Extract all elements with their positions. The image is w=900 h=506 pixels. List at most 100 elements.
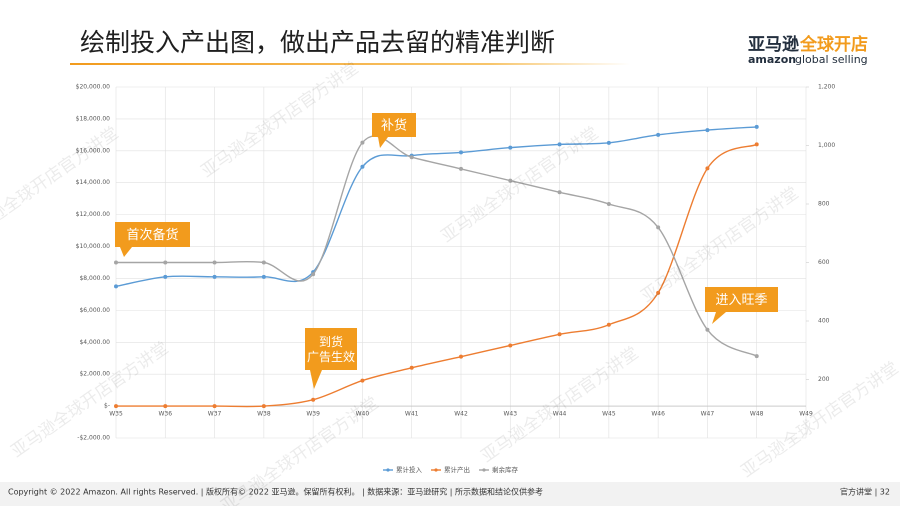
y-tick-label: -$2,000.00: [77, 435, 110, 442]
callout-pointer: [378, 137, 388, 148]
y-tick-label: $6,000.00: [79, 307, 110, 314]
x-tick-label: W40: [356, 411, 370, 418]
series-line: [115, 126, 757, 288]
y2-tick-label: 400: [818, 318, 830, 325]
point: [606, 202, 611, 206]
point: [606, 140, 611, 145]
point: [508, 145, 513, 150]
point: [114, 260, 118, 265]
y-tick-label: $20,000.00: [76, 84, 111, 91]
point: [114, 404, 118, 409]
point: [114, 284, 118, 289]
x-tick-label: W36: [158, 411, 172, 418]
point: [212, 274, 217, 279]
y-tick-label: $10,000.00: [76, 243, 111, 250]
x-tick-label: W48: [750, 411, 764, 418]
point: [705, 128, 710, 133]
point: [754, 142, 759, 147]
logo-cn: 亚马逊: [748, 35, 799, 55]
callout-box: [115, 222, 190, 247]
point: [459, 354, 463, 359]
legend-dot: [386, 468, 390, 472]
callout-pointer: [712, 312, 726, 324]
footer-right: 官方讲堂 | 32: [840, 487, 890, 497]
y2-tick-label: 600: [818, 259, 830, 266]
y2-tick-label: 200: [818, 376, 830, 383]
point: [163, 260, 168, 265]
legend-label: 剩余库存: [492, 465, 519, 474]
x-tick-label: W49: [799, 411, 813, 418]
point: [360, 164, 365, 169]
point: [311, 272, 316, 277]
watermark: 亚马逊全球开店官方讲堂: [8, 338, 173, 462]
point: [212, 260, 217, 265]
point: [163, 404, 168, 409]
callout-box: [705, 287, 778, 312]
point: [754, 124, 759, 129]
callout-pointer: [310, 370, 322, 389]
point: [409, 365, 414, 370]
point: [212, 404, 217, 409]
point: [508, 343, 513, 348]
callout-pointer: [120, 247, 132, 257]
x-tick-label: W37: [208, 411, 222, 418]
point: [705, 327, 710, 332]
point: [360, 140, 365, 145]
y-tick-label: $2,000.00: [79, 371, 110, 378]
point: [606, 322, 611, 327]
point: [656, 132, 661, 137]
x-tick-label: W41: [405, 411, 419, 418]
point: [409, 155, 414, 160]
logo-en-2: global selling: [795, 53, 868, 66]
watermark: 亚马逊全球开店官方讲堂: [478, 343, 643, 467]
series-line: [116, 143, 758, 408]
logo-en: amazon: [748, 53, 796, 66]
callout-text: 进入旺季: [715, 293, 767, 308]
callout-text: 首次备货: [126, 227, 178, 243]
x-tick-label: W47: [701, 411, 715, 418]
slide-title: 绘制投入产出图，做出产品去留的精准判断: [80, 28, 555, 57]
point: [656, 290, 661, 295]
x-tick-label: W35: [109, 411, 123, 418]
footer-left: Copyright © 2022 Amazon. All rights Rese…: [8, 487, 543, 497]
y-tick-label: $8,000.00: [79, 275, 110, 282]
y2-tick-label: 1,200: [818, 84, 835, 91]
y2-tick-label: 1,000: [818, 142, 835, 149]
point: [360, 378, 365, 383]
callout-text: 补货: [381, 118, 407, 134]
legend-dot: [434, 468, 438, 472]
point: [261, 404, 266, 409]
y-tick-label: $-: [104, 403, 110, 410]
watermark: 亚马逊全球开店官方讲堂: [198, 58, 363, 182]
point: [557, 190, 562, 195]
title-underline: [70, 63, 630, 65]
point: [705, 166, 710, 171]
legend-label: 累计投入: [396, 465, 423, 474]
y-tick-label: $18,000.00: [76, 115, 111, 122]
x-tick-label: W44: [553, 411, 567, 418]
callout-text: 到货广告生效: [307, 334, 355, 364]
y-tick-label: $4,000.00: [79, 339, 110, 346]
x-tick-label: W38: [257, 411, 271, 418]
point: [754, 354, 759, 359]
point: [261, 260, 266, 265]
y-tick-label: $16,000.00: [76, 147, 111, 154]
x-tick-label: W46: [651, 411, 665, 418]
y-tick-label: $14,000.00: [76, 179, 111, 186]
footer-bar: [0, 482, 900, 506]
legend-dot: [482, 468, 486, 472]
legend-label: 累计产出: [444, 465, 470, 474]
point: [557, 332, 562, 337]
point: [261, 274, 266, 279]
y-tick-label: $12,000.00: [76, 211, 111, 218]
point: [163, 274, 168, 279]
x-tick-label: W45: [602, 411, 616, 418]
x-tick-label: W42: [454, 411, 468, 418]
x-tick-label: W39: [306, 411, 320, 418]
callout-box: [372, 113, 416, 137]
point: [656, 225, 661, 230]
point: [459, 166, 463, 171]
y2-tick-label: 800: [818, 201, 830, 208]
